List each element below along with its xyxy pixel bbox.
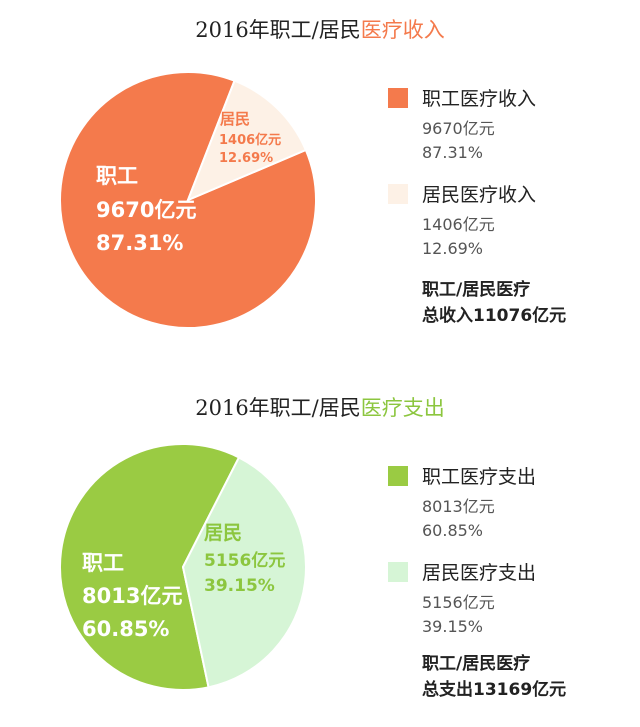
expense-employee-percent-label: 60.85%	[82, 617, 169, 641]
expense-legend-percent-employee: 60.85%	[422, 521, 484, 540]
expense-legend-swatch-resident	[388, 562, 408, 582]
expense-legend: 职工医疗支出 8013亿元 60.85% 居民医疗支出 5156亿元 39.15…	[388, 462, 638, 712]
expense-legend-label-resident: 居民医疗支出	[422, 562, 537, 584]
expense-title-plain: 2016年职工/居民	[195, 396, 361, 420]
expense-total-line1: 职工/居民医疗	[422, 654, 531, 674]
income-resident-percent-label: 12.69%	[219, 151, 273, 166]
income-resident-value-label: 1406亿元	[219, 132, 281, 148]
income-total-line1: 职工/居民医疗	[422, 280, 531, 300]
income-total-line2: 总收入11076亿元	[422, 306, 567, 326]
income-legend-value-resident: 1406亿元	[422, 215, 495, 234]
income-legend-percent-resident: 12.69%	[422, 239, 484, 258]
expense-slice-employee	[59, 443, 241, 691]
income-legend-percent-employee: 87.31%	[422, 143, 484, 162]
expense-chart-title: 2016年职工/居民医疗支出	[0, 392, 640, 422]
expense-resident-value-label: 5156亿元	[204, 550, 285, 571]
expense-employee-name-label: 职工	[82, 551, 124, 575]
expense-legend-value-employee: 8013亿元	[422, 497, 495, 516]
expense-legend-percent-resident: 39.15%	[422, 617, 484, 636]
income-legend-label-employee: 职工医疗收入	[422, 88, 537, 110]
income-resident-name-label: 居民	[220, 110, 250, 128]
expense-pie-chart: 职工 8013亿元 60.85% 居民 5156亿元 39.15%	[59, 443, 307, 691]
income-pie-chart: 职工 9670亿元 87.31% 居民 1406亿元 12.69%	[59, 71, 317, 329]
expense-slice-resident	[181, 456, 307, 689]
income-employee-percent-label: 87.31%	[96, 231, 183, 255]
expense-legend-label-employee: 职工医疗支出	[422, 466, 537, 488]
income-legend: 职工医疗收入 9670亿元 87.31% 居民医疗收入 1406亿元 12.69…	[388, 84, 638, 334]
income-slice-resident	[186, 79, 308, 202]
expense-employee-value-label: 8013亿元	[82, 584, 182, 608]
expense-resident-percent-label: 39.15%	[204, 576, 275, 596]
income-employee-value-label: 9670亿元	[96, 198, 196, 222]
income-legend-value-employee: 9670亿元	[422, 119, 495, 138]
income-title-highlight: 医疗收入	[360, 18, 445, 42]
income-chart-title: 2016年职工/居民医疗收入	[0, 14, 640, 44]
income-legend-swatch-resident	[388, 184, 408, 204]
income-legend-swatch-employee	[388, 88, 408, 108]
expense-legend-value-resident: 5156亿元	[422, 593, 495, 612]
income-employee-name-label: 职工	[96, 164, 138, 188]
income-title-plain: 2016年职工/居民	[195, 18, 361, 42]
income-legend-label-resident: 居民医疗收入	[422, 184, 537, 206]
expense-title-highlight: 医疗支出	[360, 396, 445, 420]
expense-resident-name-label: 居民	[204, 522, 242, 544]
expense-legend-swatch-employee	[388, 466, 408, 486]
expense-total-line2: 总支出13169亿元	[422, 680, 567, 700]
